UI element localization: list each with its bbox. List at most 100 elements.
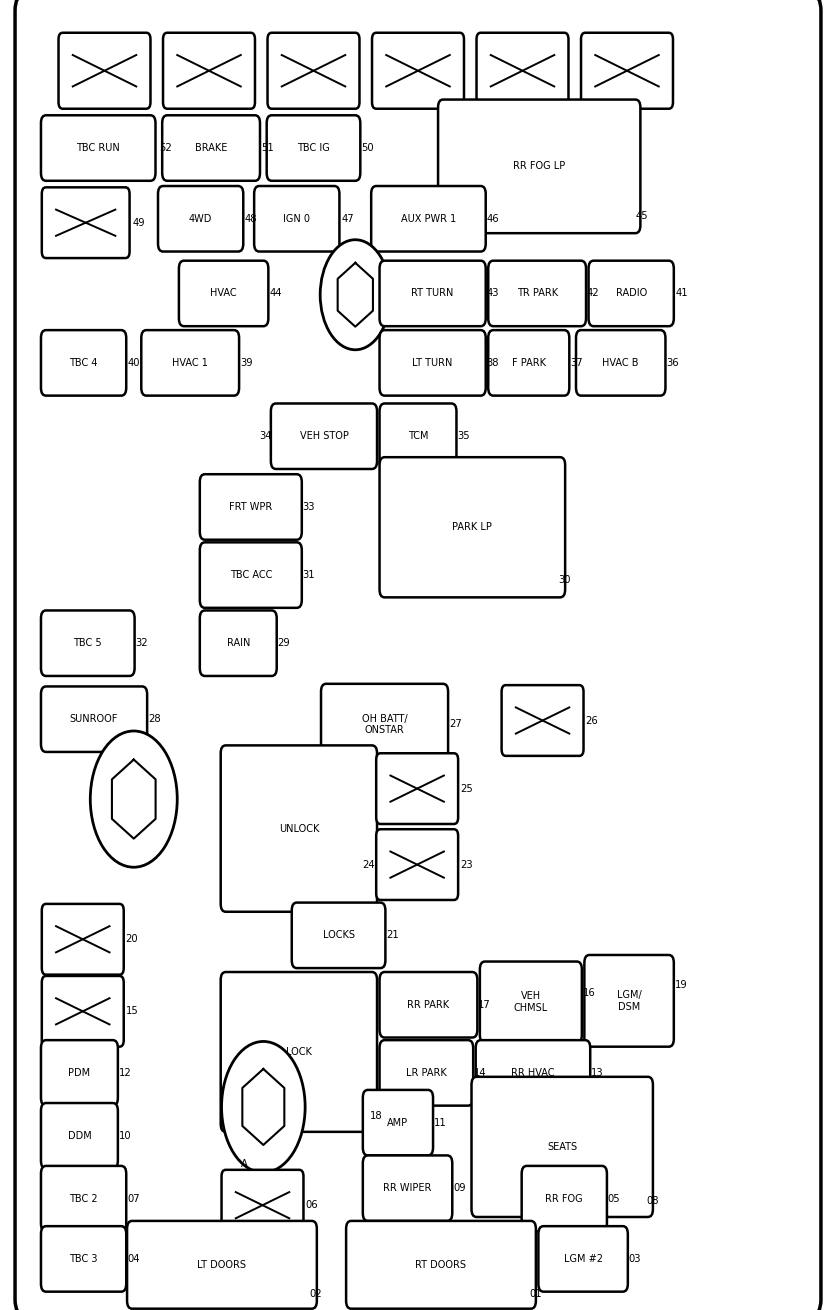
Text: 14: 14 <box>474 1068 487 1078</box>
FancyBboxPatch shape <box>476 1040 590 1106</box>
FancyBboxPatch shape <box>380 403 456 469</box>
FancyBboxPatch shape <box>472 1077 653 1217</box>
Text: 24: 24 <box>362 859 375 870</box>
FancyBboxPatch shape <box>380 1040 473 1106</box>
FancyBboxPatch shape <box>380 330 486 396</box>
Text: 07: 07 <box>127 1193 140 1204</box>
Text: 42: 42 <box>587 288 599 299</box>
Text: LGM/
DSM: LGM/ DSM <box>617 990 641 1011</box>
Text: LOCKS: LOCKS <box>323 930 354 941</box>
FancyBboxPatch shape <box>222 1170 303 1241</box>
Text: 38: 38 <box>487 358 499 368</box>
FancyBboxPatch shape <box>41 1226 126 1292</box>
FancyBboxPatch shape <box>376 753 458 824</box>
Text: 34: 34 <box>259 431 272 441</box>
FancyBboxPatch shape <box>380 457 565 597</box>
Text: 05: 05 <box>608 1193 620 1204</box>
FancyBboxPatch shape <box>200 542 302 608</box>
Text: VEH STOP: VEH STOP <box>299 431 349 441</box>
Text: BRAKE: BRAKE <box>195 143 227 153</box>
Text: RR FOG LP: RR FOG LP <box>513 161 565 172</box>
Text: DDM: DDM <box>68 1131 91 1141</box>
Text: 15: 15 <box>125 1006 138 1017</box>
Text: IGN 0: IGN 0 <box>283 214 310 224</box>
Text: HVAC 1: HVAC 1 <box>172 358 208 368</box>
Text: HVAC: HVAC <box>211 288 237 299</box>
Text: 26: 26 <box>585 715 598 726</box>
Text: TBC 4: TBC 4 <box>69 358 98 368</box>
FancyBboxPatch shape <box>41 686 147 752</box>
FancyBboxPatch shape <box>502 685 584 756</box>
FancyBboxPatch shape <box>346 1221 536 1309</box>
Text: 39: 39 <box>240 358 252 368</box>
Text: 06: 06 <box>305 1200 318 1210</box>
Text: RR WIPER: RR WIPER <box>384 1183 431 1193</box>
Text: 01: 01 <box>529 1289 542 1300</box>
Text: 29: 29 <box>278 638 290 648</box>
Text: LR PARK: LR PARK <box>406 1068 446 1078</box>
FancyBboxPatch shape <box>488 261 586 326</box>
Text: A: A <box>241 1158 247 1169</box>
Text: LOCK: LOCK <box>286 1047 312 1057</box>
FancyBboxPatch shape <box>15 0 821 1310</box>
FancyBboxPatch shape <box>589 261 674 326</box>
Text: VEH
CHMSL: VEH CHMSL <box>514 992 548 1013</box>
FancyBboxPatch shape <box>538 1226 628 1292</box>
Text: TBC RUN: TBC RUN <box>76 143 120 153</box>
Text: 20: 20 <box>125 934 138 945</box>
Text: 37: 37 <box>570 358 583 368</box>
Text: 18: 18 <box>370 1111 383 1121</box>
Text: 25: 25 <box>460 783 472 794</box>
Text: 46: 46 <box>487 214 499 224</box>
FancyBboxPatch shape <box>127 1221 317 1309</box>
Text: 33: 33 <box>303 502 315 512</box>
Text: 50: 50 <box>361 143 374 153</box>
FancyBboxPatch shape <box>268 33 359 109</box>
Text: 51: 51 <box>262 143 274 153</box>
Text: PARK LP: PARK LP <box>452 523 492 532</box>
Text: 31: 31 <box>303 570 315 580</box>
Text: AUX PWR 1: AUX PWR 1 <box>400 214 456 224</box>
Text: RAIN: RAIN <box>227 638 250 648</box>
FancyBboxPatch shape <box>376 829 458 900</box>
FancyBboxPatch shape <box>477 33 568 109</box>
Text: RADIO: RADIO <box>615 288 647 299</box>
FancyBboxPatch shape <box>321 684 448 765</box>
FancyBboxPatch shape <box>488 330 569 396</box>
FancyBboxPatch shape <box>581 33 673 109</box>
Text: 41: 41 <box>675 288 688 299</box>
FancyBboxPatch shape <box>480 962 582 1043</box>
FancyBboxPatch shape <box>271 403 377 469</box>
FancyBboxPatch shape <box>438 100 640 233</box>
FancyBboxPatch shape <box>158 186 243 252</box>
Circle shape <box>320 240 390 350</box>
Text: 21: 21 <box>386 930 399 941</box>
Text: 19: 19 <box>675 980 687 990</box>
Text: 09: 09 <box>453 1183 466 1193</box>
FancyBboxPatch shape <box>41 1103 118 1169</box>
Text: 52: 52 <box>159 143 171 153</box>
Text: 35: 35 <box>457 431 470 441</box>
Text: 49: 49 <box>132 217 145 228</box>
Text: 10: 10 <box>119 1131 131 1141</box>
FancyBboxPatch shape <box>42 187 130 258</box>
Text: 04: 04 <box>127 1254 140 1264</box>
FancyBboxPatch shape <box>371 186 486 252</box>
Circle shape <box>90 731 177 867</box>
Text: TBC 5: TBC 5 <box>74 638 102 648</box>
Text: SEATS: SEATS <box>547 1142 578 1151</box>
Text: 36: 36 <box>666 358 679 368</box>
Text: F PARK: F PARK <box>512 358 546 368</box>
Text: TR PARK: TR PARK <box>517 288 558 299</box>
Text: UNLOCK: UNLOCK <box>278 824 319 833</box>
FancyBboxPatch shape <box>584 955 674 1047</box>
FancyBboxPatch shape <box>41 1166 126 1231</box>
Text: RT TURN: RT TURN <box>411 288 454 299</box>
Text: RT DOORS: RT DOORS <box>415 1260 466 1269</box>
FancyBboxPatch shape <box>179 261 268 326</box>
FancyBboxPatch shape <box>42 904 124 975</box>
FancyBboxPatch shape <box>221 745 377 912</box>
Text: LT TURN: LT TURN <box>412 358 453 368</box>
Text: HVAC B: HVAC B <box>603 358 639 368</box>
Text: TBC ACC: TBC ACC <box>230 570 272 580</box>
